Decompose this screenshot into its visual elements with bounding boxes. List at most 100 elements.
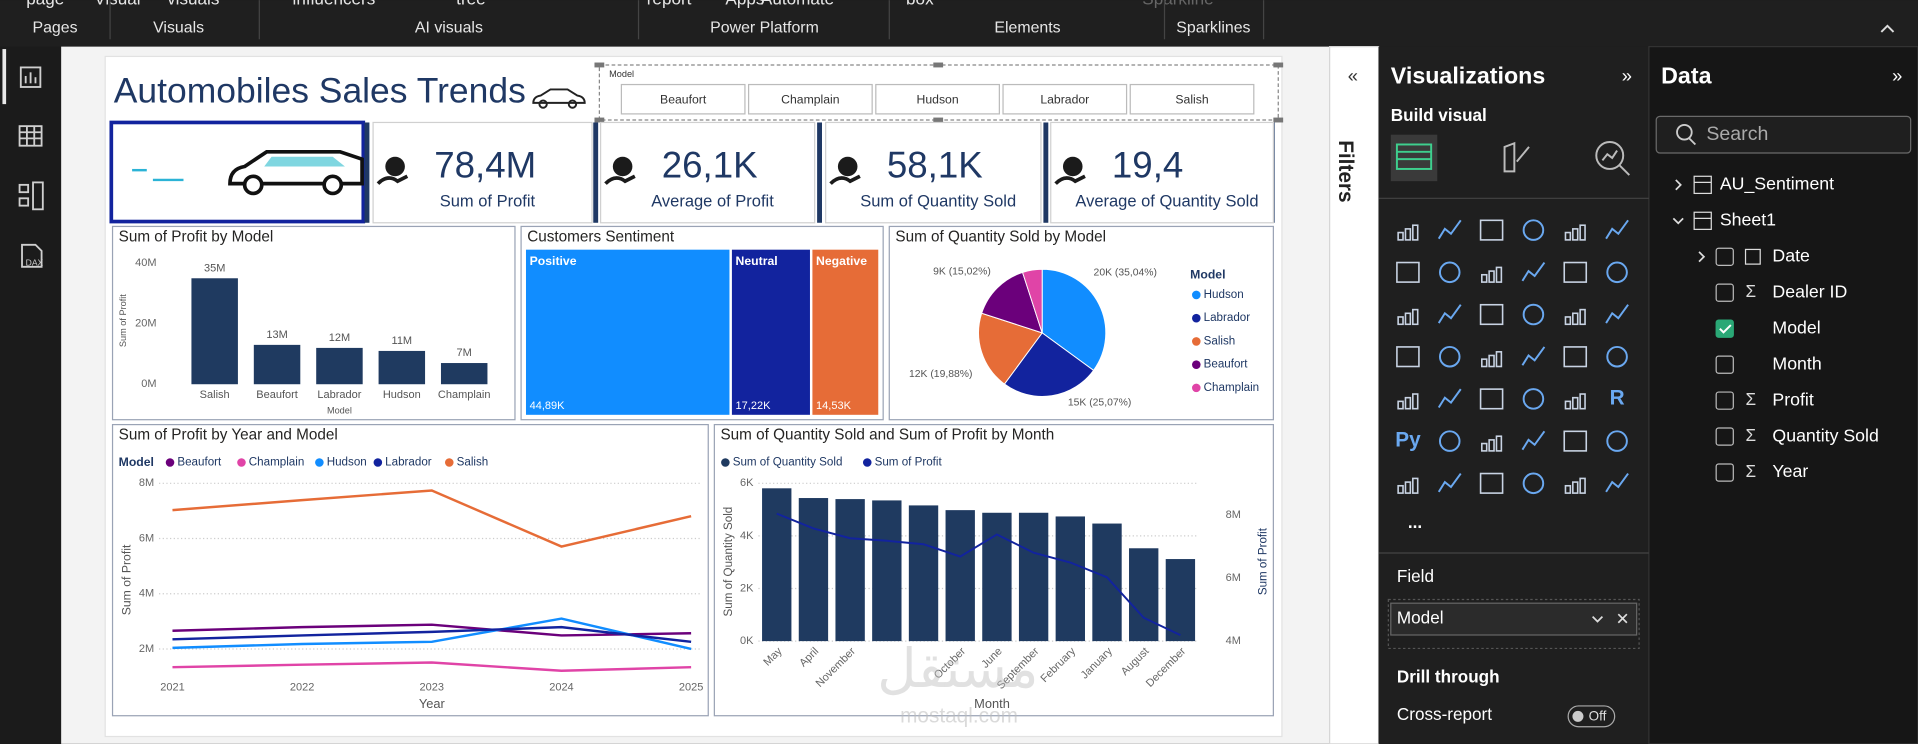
report-view[interactable] [19,66,42,88]
field-name[interactable]: Dealer ID [1772,281,1847,301]
viz-icon[interactable] [1564,308,1586,326]
ribbon-item[interactable]: box [906,0,934,9]
ribbon-item[interactable]: report [647,0,692,9]
collapse-ribbon[interactable] [1880,24,1895,33]
viz-icon[interactable] [1437,304,1462,324]
more-visuals[interactable]: ... [1408,513,1422,532]
viz-icon[interactable] [1564,224,1586,241]
checkbox[interactable] [1715,427,1734,446]
checkbox[interactable] [1715,319,1734,338]
viz-icon[interactable] [1437,472,1462,493]
toggle[interactable] [1567,705,1616,728]
checkbox[interactable] [1715,391,1734,410]
resize-handle[interactable] [1273,62,1284,68]
viz-icon[interactable] [1521,346,1546,366]
field-name[interactable]: Profit [1772,389,1813,409]
ribbon-item[interactable]: Automate [761,0,834,9]
field-remove[interactable] [1617,613,1628,624]
ribbon-item[interactable]: Apps [725,0,764,9]
viz-icon[interactable] [1479,472,1504,494]
legend-swatch [1192,337,1201,346]
viz-icon[interactable] [1479,388,1504,410]
viz-icon[interactable] [1606,345,1628,368]
expander[interactable] [1672,217,1684,225]
viz-icon[interactable] [1396,346,1420,368]
data-collapse[interactable]: » [1892,65,1902,86]
checkbox[interactable] [1715,247,1734,266]
viz-icon[interactable] [1605,472,1629,493]
model-view[interactable] [18,181,44,211]
field-name[interactable]: Year [1772,461,1808,481]
field-name[interactable]: Date [1772,245,1810,265]
viz-icon[interactable] [1521,261,1546,282]
viz-icon[interactable] [1479,219,1504,241]
slicer-button[interactable] [1002,83,1128,115]
search-box[interactable] [1655,115,1912,154]
format-icon[interactable] [1503,141,1530,173]
table-view[interactable] [18,125,43,147]
viz-icon[interactable] [1522,472,1545,495]
viz-icon[interactable] [1438,430,1461,452]
viz-icon[interactable] [1605,219,1629,240]
viz-icon[interactable] [1563,346,1588,368]
slicer-button[interactable] [1129,83,1255,115]
checkbox[interactable] [1715,463,1734,482]
viz-icon[interactable] [1396,261,1420,283]
resize-handle[interactable] [1273,117,1284,123]
dax-view[interactable] [21,243,43,268]
viz-icon[interactable] [1479,303,1504,326]
checkbox[interactable] [1715,283,1734,302]
ribbon-item[interactable]: page [26,0,64,9]
build-visual-tab[interactable] [1390,134,1438,182]
viz-icon[interactable] [1564,477,1586,494]
field-name[interactable]: Model [1772,317,1820,337]
viz-icon[interactable] [1437,219,1462,240]
viz-icon[interactable] [1564,393,1586,410]
viz-icon[interactable] [1481,266,1503,283]
resize-handle[interactable] [594,117,605,123]
viz-icon[interactable] [1522,219,1545,241]
viz-collapse[interactable]: » [1622,65,1632,86]
resize-handle[interactable] [594,62,605,68]
viz-icon[interactable] [1397,308,1419,326]
viz-icon[interactable] [1438,345,1461,368]
table-name[interactable]: Sheet1 [1720,209,1776,229]
ribbon-item[interactable]: Visual [94,0,140,9]
viz-icon[interactable] [1521,430,1546,451]
viz-icon[interactable] [1563,430,1588,452]
field-name[interactable]: Month [1772,353,1821,373]
expander[interactable] [1698,251,1706,263]
field-chevron[interactable] [1592,616,1604,623]
table-name[interactable]: AU_Sentiment [1720,174,1834,195]
viz-icon-text[interactable]: Py [1395,429,1421,452]
viz-icon[interactable] [1397,393,1419,410]
viz-icon[interactable] [1438,261,1461,284]
resize-handle[interactable] [933,62,944,68]
ribbon-item[interactable]: Sparkline [1142,0,1213,9]
viz-icon[interactable] [1605,304,1629,324]
viz-icon[interactable] [1606,430,1628,452]
viz-icon[interactable] [1563,261,1588,283]
resize-handle[interactable] [933,117,944,123]
viz-icon[interactable] [1397,477,1419,494]
expander[interactable] [1675,179,1682,191]
viz-icon[interactable] [1437,388,1462,408]
ribbon-item[interactable]: visuals [167,0,219,9]
slicer-button[interactable] [620,83,746,115]
analytics-icon[interactable] [1595,141,1631,176]
slicer-button[interactable] [747,83,873,115]
ribbon-item[interactable]: influencers [293,0,376,9]
field-name[interactable]: Quantity Sold [1772,425,1878,445]
viz-icon[interactable] [1522,388,1545,410]
viz-icon[interactable] [1481,351,1503,368]
collapse-filters[interactable]: « [1348,65,1358,86]
ribbon-item[interactable]: tree [456,0,485,9]
slicer-button[interactable] [875,83,1000,115]
viz-icon[interactable] [1397,224,1419,241]
checkbox[interactable] [1715,355,1734,374]
viz-icon[interactable] [1606,261,1628,284]
filters-title[interactable]: Filters [1334,140,1357,202]
viz-icon-text[interactable]: R [1610,386,1625,409]
viz-icon[interactable] [1522,303,1545,326]
viz-icon[interactable] [1481,435,1503,452]
